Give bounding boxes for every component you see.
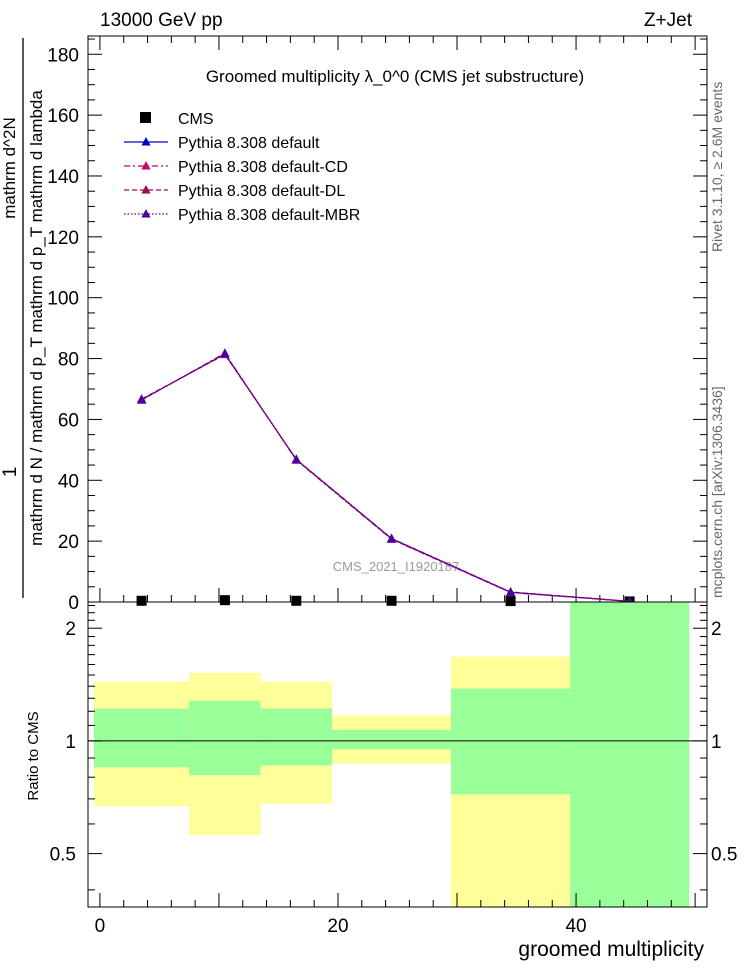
cms-data-point: [505, 596, 516, 607]
main-plot-panel: Groomed multiplicity λ_0^0 (CMS jet subs…: [0, 35, 708, 614]
x-tick-label: 20: [327, 916, 348, 937]
plot-title: Groomed multiplicity λ_0^0 (CMS jet subs…: [206, 67, 584, 86]
ratio-y-tick-label-right: 0.5: [711, 845, 737, 866]
legend-label: Pythia 8.308 default: [178, 135, 320, 152]
mcplots-label: mcplots.cern.ch [arXiv:1306.3436]: [709, 386, 725, 598]
process-label: Z+Jet: [644, 10, 693, 31]
ratio-band-inner: [93, 708, 190, 768]
ratio-y-tick-label-right: 2: [711, 619, 722, 640]
cms-data-point: [136, 595, 147, 606]
legend-label: Pythia 8.308 default-MBR: [178, 207, 360, 224]
series-line: [141, 352, 630, 602]
ratio-plot-panel: 0.5 0.51 12 20 20 40 Ratio to CMS groomed mul…: [25, 601, 737, 961]
ratio-plot-frame: [87, 601, 708, 908]
series-line: [141, 352, 630, 602]
legend-marker: [141, 161, 151, 170]
y-tick-label: 40: [58, 471, 79, 492]
y-tick-label: 120: [47, 228, 79, 249]
y-axis-label-bottom: mathrm d N / mathrm d p_T mathrm d p_T m…: [27, 90, 46, 546]
ratio-band-inner: [189, 700, 261, 776]
cms-data-point: [219, 595, 230, 606]
y-tick-label: 140: [47, 167, 79, 188]
legend-label: Pythia 8.308 default-DL: [178, 183, 345, 200]
legend-marker-cms: [140, 112, 151, 123]
ratio-y-tick-label: 0.5: [50, 845, 76, 866]
ratio-y-label: Ratio to CMS: [25, 711, 42, 800]
legend-marker: [141, 185, 151, 194]
y-tick-label: 60: [58, 410, 79, 431]
ratio-bands: [88, 602, 707, 907]
y-axis-label-numerator: mathrm d^2N: [0, 117, 19, 219]
legend: CMS Pythia 8.308 default Pythia 8.308 defa…: [124, 111, 360, 224]
legend-marker: [141, 137, 151, 146]
energy-label: 13000 GeV pp: [100, 10, 223, 31]
ratio-y-tick-label: 2: [65, 619, 76, 640]
ratio-y-tick-label-right: 1: [711, 732, 722, 753]
x-tick-label: 0: [95, 916, 106, 937]
ratio-y-tick-label: 1: [65, 732, 76, 753]
ratio-band-inner: [260, 708, 333, 766]
ratio-band-inner: [570, 602, 690, 907]
series-marker: [387, 534, 397, 543]
y-tick-label: 20: [58, 532, 79, 553]
x-tick-label: 40: [565, 916, 586, 937]
rivet-label: Rivet 3.1.10, ≥ 2.6M events: [709, 82, 725, 252]
y-tick-label: 160: [47, 106, 79, 127]
y-tick-label: 180: [47, 45, 79, 66]
cms-data-point: [386, 595, 397, 606]
main-y-ticks: 0 20 40 60 80 100 120 140 160 180: [47, 36, 707, 614]
series-marker: [291, 454, 301, 464]
ratio-band-inner: [332, 729, 452, 750]
x-axis-label: groomed multiplicity: [518, 938, 704, 961]
y-tick-label: 0: [68, 593, 79, 614]
legend-marker: [141, 209, 151, 218]
legend-label: CMS: [178, 111, 214, 128]
watermark: CMS_2021_I1920187: [333, 559, 460, 574]
main-series: [136, 348, 635, 607]
ratio-ticks: 0.5 0.51 12 20 20 40: [50, 604, 737, 937]
cms-data-point: [291, 595, 302, 606]
ratio-band-inner: [451, 688, 571, 795]
series-marker: [137, 394, 147, 404]
y-tick-label: 100: [47, 289, 79, 310]
series-marker: [506, 587, 516, 596]
y-axis-label-top: 1: [0, 467, 21, 478]
legend-label: Pythia 8.308 default-CD: [178, 159, 348, 176]
series-marker: [220, 348, 230, 358]
y-tick-label: 80: [58, 350, 79, 371]
